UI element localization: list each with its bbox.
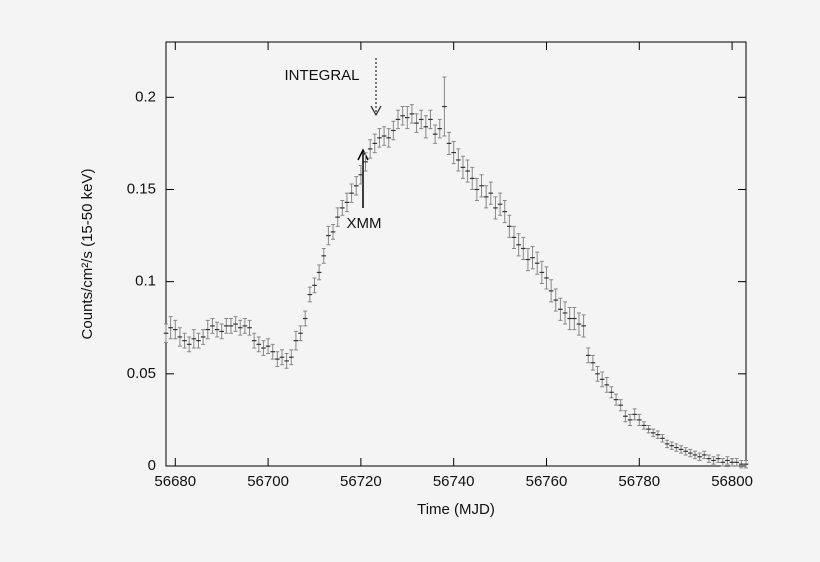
annotation: XMM bbox=[347, 215, 382, 232]
y-tick-label: 0.05 bbox=[127, 365, 156, 382]
annotation: INTEGRAL bbox=[284, 67, 359, 84]
x-tick-label: 56720 bbox=[340, 473, 382, 490]
x-tick-label: 56680 bbox=[154, 473, 196, 490]
x-tick-label: 56700 bbox=[247, 473, 289, 490]
annotation-arrowhead bbox=[370, 105, 382, 117]
y-tick-label: 0.1 bbox=[135, 273, 156, 290]
x-axis-label: Time (MJD) bbox=[417, 501, 495, 518]
y-tick-label: 0.2 bbox=[135, 88, 156, 105]
x-tick-label: 56800 bbox=[711, 473, 753, 490]
x-tick-label: 56780 bbox=[618, 473, 660, 490]
y-tick-label: 0 bbox=[148, 457, 156, 474]
y-tick-label: 0.15 bbox=[127, 180, 156, 197]
plot-frame bbox=[165, 41, 747, 467]
y-axis-label: Counts/cm²/s (15-50 keV) bbox=[79, 169, 96, 340]
x-tick-label: 56760 bbox=[526, 473, 568, 490]
annotation-arrowhead bbox=[357, 148, 369, 161]
x-tick-label: 56740 bbox=[433, 473, 475, 490]
